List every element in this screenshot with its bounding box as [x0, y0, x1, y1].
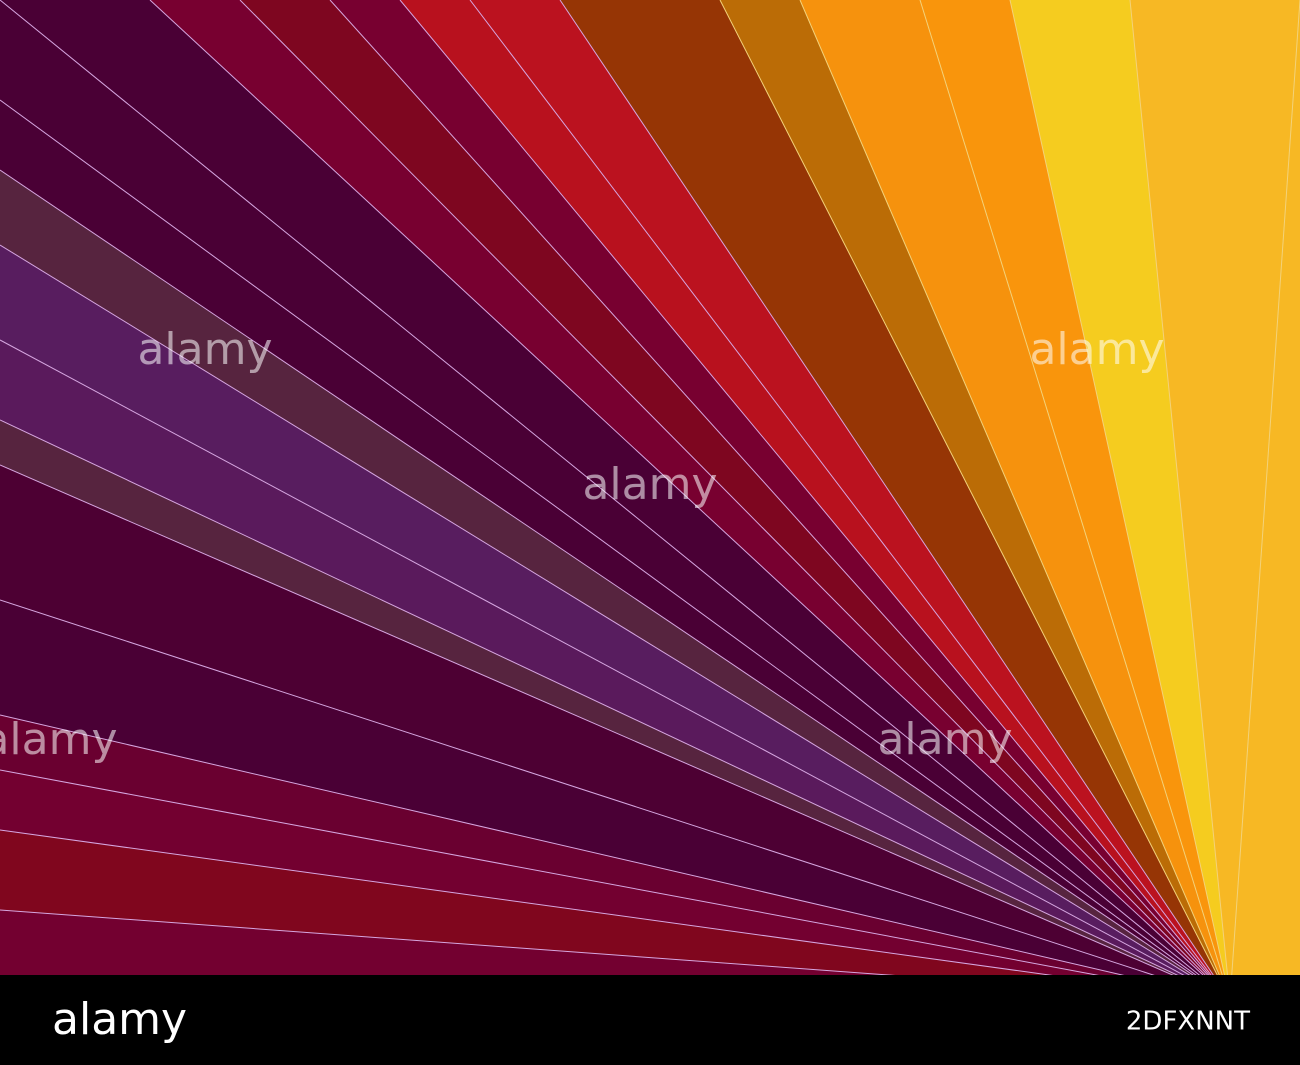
ray	[800, 0, 1223, 975]
ray-edge	[0, 169, 1194, 975]
ray-edge	[559, 0, 1214, 975]
ray-edge	[0, 244, 1191, 975]
ray	[1130, 0, 1300, 975]
ray-edge	[469, 0, 1212, 975]
ray-edge	[0, 0, 1201, 975]
ray-edge	[1009, 0, 1226, 975]
image-id: 2DFXNNT	[1126, 1007, 1250, 1037]
ray-edge	[719, 0, 1218, 975]
ray-edge	[0, 339, 1185, 975]
ray	[0, 0, 1230, 1000]
ray	[560, 0, 1218, 975]
watermark: alamy	[582, 459, 717, 510]
ray-edge	[0, 99, 1197, 975]
ray-edge	[799, 0, 1220, 975]
ray-edge	[1231, 0, 1300, 975]
footer-bar	[0, 975, 1300, 1065]
ray-edge	[0, 464, 1174, 975]
watermark: alamy	[1029, 324, 1164, 375]
ray-edge	[0, 769, 1100, 975]
ray-edge	[329, 0, 1209, 975]
ray-edge	[0, 714, 1125, 975]
footer-logo: alamy	[52, 994, 187, 1045]
ray-edge	[399, 0, 1210, 975]
rays	[0, 0, 1300, 1000]
ray-edge	[0, 599, 1155, 975]
ray	[1010, 0, 1228, 975]
ray-edge	[0, 909, 896, 975]
ray-edge	[1129, 0, 1229, 975]
watermark: alamy	[0, 714, 118, 765]
ray-edge	[149, 0, 1204, 975]
ray-edge	[0, 829, 1053, 975]
watermark: alamy	[137, 324, 272, 375]
ray-edge	[239, 0, 1206, 975]
ray	[920, 0, 1225, 975]
ray-edge	[919, 0, 1223, 975]
ray-edge	[0, 419, 1179, 975]
watermark: alamy	[877, 714, 1012, 765]
